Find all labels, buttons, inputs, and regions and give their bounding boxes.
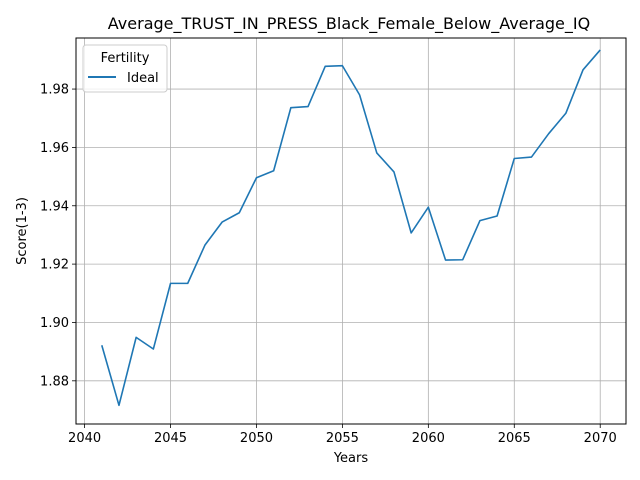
x-tick-label: 2060: [412, 431, 445, 446]
x-tick-label: 2045: [154, 431, 187, 446]
y-axis-label: Score(1-3): [15, 197, 30, 265]
x-tick-label: 2055: [326, 431, 359, 446]
legend-box: [82, 44, 168, 93]
legend-label-ideal: Ideal: [127, 71, 159, 86]
x-tick-label: 2070: [584, 431, 617, 446]
chart-title: Average_TRUST_IN_PRESS_Black_Female_Belo…: [108, 14, 590, 34]
x-tick-label: 2065: [498, 431, 531, 446]
y-tick-label: 1.98: [40, 83, 69, 98]
legend: Fertility Ideal: [82, 44, 168, 93]
series-line-ideal: [101, 49, 601, 407]
y-tick-label: 1.90: [40, 316, 69, 331]
x-axis-label: Years: [333, 451, 369, 466]
y-tick-label: 1.96: [40, 141, 69, 156]
legend-title: Fertility: [101, 51, 150, 66]
x-tick-label: 2040: [68, 431, 101, 446]
x-tick-label: 2050: [240, 431, 273, 446]
y-tick-label: 1.94: [40, 199, 69, 214]
axis-ticks: 2040 2045 2050 2055 2060 2065 2070 1.88 1.90 1.92…: [40, 83, 617, 446]
series-layer: [101, 49, 601, 407]
plot-frame: [75, 37, 627, 425]
grid: [76, 38, 626, 424]
y-tick-label: 1.92: [40, 258, 69, 273]
y-tick-label: 1.88: [40, 374, 69, 389]
